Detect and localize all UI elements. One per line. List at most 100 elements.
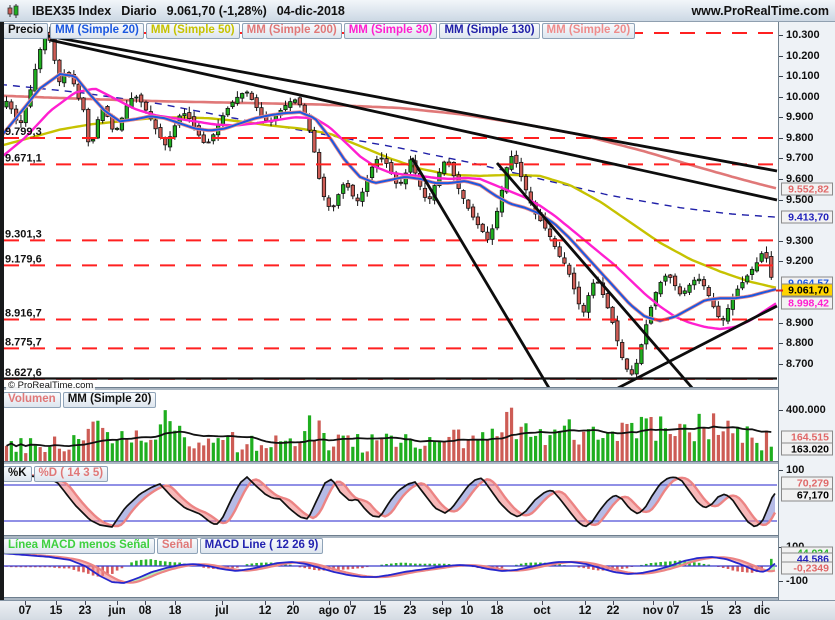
axis-tick — [779, 199, 783, 201]
time-axis-label: 07 — [343, 605, 357, 617]
time-axis-tick — [653, 601, 654, 605]
title-bar: IBEX35 Index Diario 9.061,70 (-1,28%) 04… — [0, 0, 835, 22]
svg-text:8.916,7: 8.916,7 — [5, 307, 42, 319]
price-axis-label: 9.600 — [786, 172, 814, 185]
time-axis-label: 07 — [666, 605, 680, 617]
legend-chip-mm20[interactable]: MM (Simple 20) — [50, 23, 144, 39]
legend-chip-mm30[interactable]: MM (Simple 30) — [343, 23, 438, 39]
price-axis-label: 10.100 — [786, 70, 820, 83]
price-axis-badge: 9.552,82 — [781, 182, 833, 196]
macd-axis-label: -100 — [786, 575, 809, 587]
time-axis-tick — [25, 601, 26, 605]
right-axis[interactable]: 10.300 10.200 10.100 10.000 9.900 9.800 9.700 9… — [776, 22, 835, 600]
time-axis-label: 18 — [490, 605, 504, 617]
last-price-change: 9.061,70 (-1,28%) — [167, 4, 267, 18]
volume-axis-badge: 164.515 — [781, 430, 833, 444]
time-axis-tick — [56, 601, 57, 605]
legend-chip-mm200[interactable]: MM (Simple 200) — [241, 23, 342, 39]
time-axis-label: ago — [318, 605, 340, 617]
axis-tick — [779, 470, 783, 471]
time-axis-label: 15 — [700, 605, 714, 617]
time-axis-tick — [542, 601, 543, 605]
time-axis-tick — [497, 601, 498, 605]
time-axis-tick — [117, 601, 118, 605]
time-axis-tick — [329, 601, 330, 605]
copyright-watermark: © ProRealTime.com — [6, 380, 96, 391]
panel-separator — [0, 387, 835, 390]
last-price-marker — [776, 289, 783, 292]
legend-chip-mm20b[interactable]: MM (Simple 20) — [541, 23, 636, 39]
axis-tick — [779, 158, 783, 160]
time-axis-label: 15 — [49, 605, 63, 617]
time-axis-label: 10 — [460, 605, 474, 617]
symbol-name: IBEX35 Index — [32, 3, 112, 18]
axis-tick — [779, 117, 783, 119]
price-axis-label: 9.300 — [786, 234, 814, 247]
time-axis-tick — [707, 601, 708, 605]
macd-axis-badge: -0,2349 — [781, 561, 833, 575]
website-link[interactable]: www.ProRealTime.com — [691, 3, 829, 18]
axis-tick — [779, 581, 783, 582]
time-axis-tick — [85, 601, 86, 605]
time-axis-tick — [175, 601, 176, 605]
time-axis-label: 22 — [606, 605, 620, 617]
chart-left-frame — [0, 22, 4, 600]
legend-chip-macd-hist[interactable]: Línea MACD menos Señal — [3, 538, 155, 554]
price-axis-label: 10.200 — [786, 49, 820, 62]
price-axis-label: 8.900 — [786, 316, 814, 329]
last-price: 9.061,70 — [166, 3, 216, 18]
axis-tick — [779, 96, 783, 98]
axis-tick — [779, 410, 783, 411]
time-axis-label: oct — [533, 605, 551, 617]
price-chart[interactable]: 9.799,3 9.671,1 9.301,3 9.179,6 8.916,7 8.775… — [0, 22, 778, 390]
stochastic-chart[interactable] — [0, 464, 778, 535]
legend-chip-mm130[interactable]: MM (Simple 130) — [439, 23, 540, 39]
time-axis-label: 20 — [286, 605, 300, 617]
time-axis-label: 12 — [258, 605, 272, 617]
price-axis-label: 9.200 — [786, 255, 814, 268]
legend-chip-mm50[interactable]: MM (Simple 50) — [145, 23, 240, 39]
svg-text:9.799,3: 9.799,3 — [5, 126, 42, 138]
svg-text:8.627,6: 8.627,6 — [5, 367, 42, 379]
time-axis-label: sep — [432, 605, 452, 617]
time-axis[interactable]: 07 15 23 jun 08 18 jul 12 20 ago 07 15 23 sep 10 18 oct 1… — [0, 600, 835, 620]
time-axis-tick — [442, 601, 443, 605]
panel-separator — [0, 535, 835, 538]
timeframe-label[interactable]: Diario — [121, 3, 157, 18]
price-axis-badge: 9.413,70 — [781, 210, 833, 224]
stochastic-axis-badge: 67,170 — [781, 488, 833, 502]
price-axis-label: 8.800 — [786, 337, 814, 350]
legend-chip-precio[interactable]: Precio — [3, 23, 49, 39]
svg-text:9.671,1: 9.671,1 — [5, 152, 42, 164]
time-axis-label: dic — [753, 605, 771, 617]
time-axis-label: 23 — [403, 605, 417, 617]
legend-chip-volumen[interactable]: Volumen — [3, 392, 61, 408]
session-date: 04-dic-2018 — [276, 3, 345, 18]
time-axis-label: 15 — [373, 605, 387, 617]
price-axis-badge: 9.061,70 — [776, 283, 833, 297]
volume-legend: Volumen MM (Simple 20) — [3, 392, 157, 408]
time-axis-label: 08 — [138, 605, 152, 617]
time-axis-tick — [145, 601, 146, 605]
time-axis-tick — [613, 601, 614, 605]
time-axis-label: 23 — [728, 605, 742, 617]
time-axis-tick — [735, 601, 736, 605]
time-axis-label: 23 — [78, 605, 92, 617]
legend-chip-vol-mm20[interactable]: MM (Simple 20) — [62, 392, 157, 408]
time-axis-label: jul — [215, 605, 229, 617]
stochastic-axis-label: 100 — [786, 464, 805, 476]
legend-chip-macd-signal[interactable]: Señal — [156, 538, 198, 554]
price-axis-label: 10.300 — [786, 29, 820, 41]
price-axis-badge: 8.998,42 — [781, 296, 833, 310]
legend-chip-percent-k[interactable]: %K — [3, 466, 32, 482]
price-legend: Precio MM (Simple 20) MM (Simple 50) MM … — [3, 23, 636, 39]
axis-tick — [779, 137, 783, 139]
axis-tick — [779, 178, 783, 180]
time-axis-label: 07 — [18, 605, 32, 617]
svg-text:9.179,6: 9.179,6 — [5, 253, 42, 265]
volume-axis-label: 400.000 — [786, 404, 826, 416]
legend-chip-macd-line[interactable]: MACD Line ( 12 26 9) — [199, 538, 324, 554]
time-axis-label: 12 — [578, 605, 592, 617]
panel-separator — [0, 597, 835, 600]
legend-chip-percent-d[interactable]: %D ( 14 3 5) — [33, 466, 109, 482]
